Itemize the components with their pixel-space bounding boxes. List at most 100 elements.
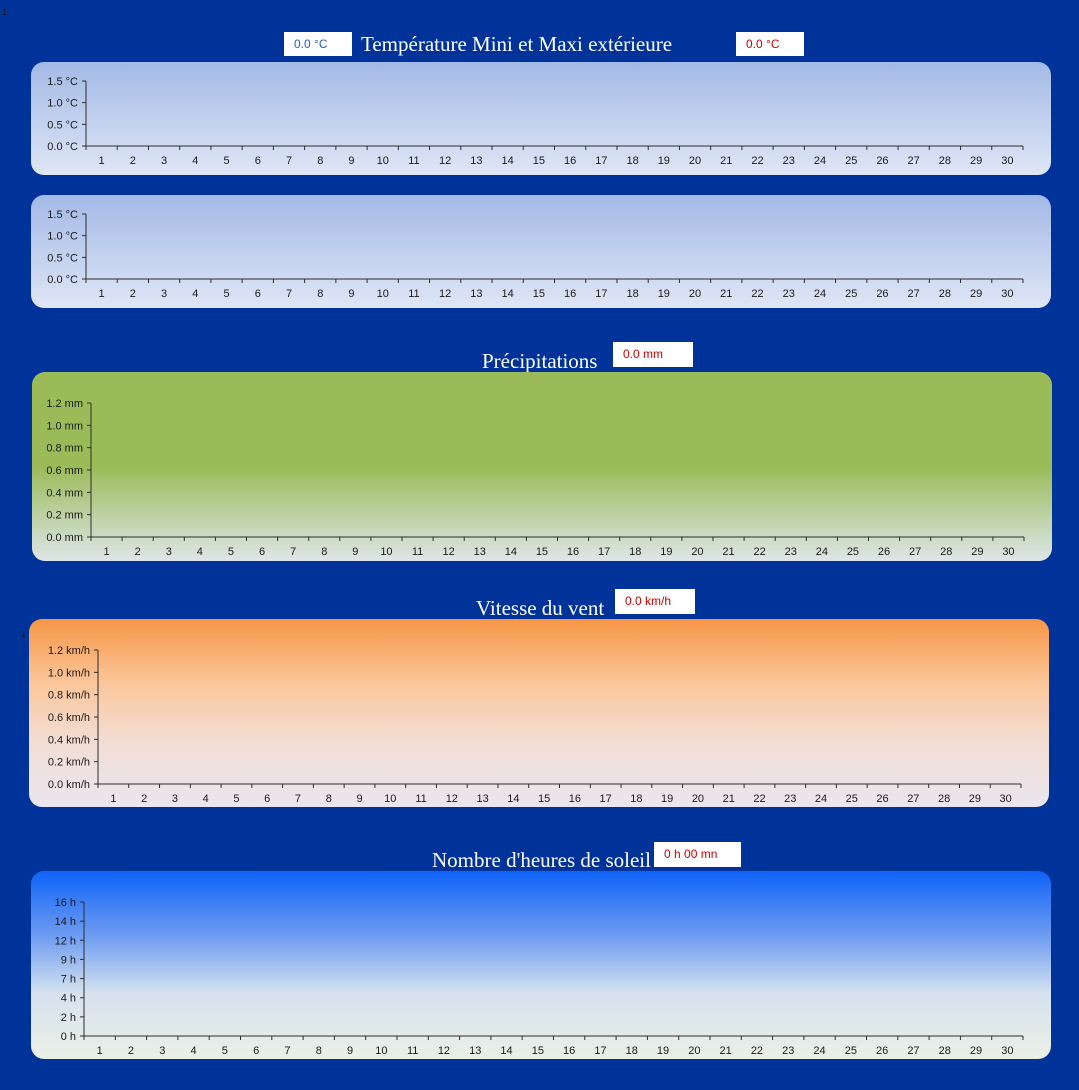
- y-tick-label: 2 h: [61, 1012, 76, 1024]
- x-tick-label: 8: [317, 288, 323, 300]
- y-tick-label: 1.0 °C: [47, 98, 78, 110]
- x-tick-label: 4: [192, 288, 198, 300]
- x-tick-label: 16: [563, 1045, 575, 1057]
- x-tick-label: 13: [476, 793, 488, 805]
- x-tick-label: 22: [751, 155, 763, 167]
- x-tick-label: 18: [626, 155, 638, 167]
- x-tick-label: 15: [536, 546, 548, 558]
- x-tick-label: 13: [470, 288, 482, 300]
- x-tick-label: 13: [474, 546, 486, 558]
- x-tick-label: 30: [999, 793, 1011, 805]
- y-tick-label: 16 h: [55, 897, 76, 909]
- x-tick-label: 19: [657, 1045, 669, 1057]
- x-tick-label: 25: [847, 546, 859, 558]
- y-tick-label: 12 h: [55, 935, 76, 947]
- x-tick-label: 22: [751, 1045, 763, 1057]
- y-tick-label: 0 h: [61, 1031, 76, 1043]
- x-tick-label: 1: [103, 546, 109, 558]
- x-tick-label: 4: [203, 793, 209, 805]
- wind-chart: 0.0 km/h 0.2 km/h 0.4 km/h 0.6 km/h 0.8 km/h…: [48, 645, 1022, 805]
- x-tick-label: 18: [630, 793, 642, 805]
- precipitation-value-box: 0.0 mm: [613, 342, 693, 367]
- y-tick-label: 4 h: [61, 993, 76, 1005]
- x-tick-label: 28: [938, 793, 950, 805]
- x-tick-label: 28: [940, 546, 952, 558]
- x-tick-label: 5: [223, 288, 229, 300]
- x-tick-label: 11: [408, 288, 419, 300]
- y-tick-label: 0.2 mm: [46, 510, 83, 522]
- x-tick-label: 10: [377, 155, 389, 167]
- x-tick-label: 16: [564, 155, 576, 167]
- corner-marker: 1: [2, 7, 8, 17]
- x-tick-label: 25: [845, 1045, 857, 1057]
- y-tick-label: 0.5 °C: [47, 252, 78, 264]
- x-tick-label: 27: [907, 1045, 919, 1057]
- y-tick-label: 7 h: [61, 974, 76, 986]
- x-tick-label: 15: [532, 1045, 544, 1057]
- x-tick-label: 25: [845, 288, 857, 300]
- y-tick-label: 1.5 °C: [47, 209, 78, 221]
- x-tick-label: 5: [222, 1045, 228, 1057]
- x-tick-label: 11: [415, 793, 426, 805]
- wind-corner-marker: 1: [21, 629, 27, 639]
- x-tick-label: 27: [907, 793, 919, 805]
- x-tick-label: 6: [255, 155, 261, 167]
- x-tick-label: 9: [348, 288, 354, 300]
- x-tick-label: 13: [470, 155, 482, 167]
- x-tick-label: 26: [876, 288, 888, 300]
- x-tick-label: 2: [135, 546, 141, 558]
- temperature-title: Température Mini et Maxi extérieure: [361, 32, 673, 56]
- x-tick-label: 27: [908, 155, 920, 167]
- x-tick-label: 16: [569, 793, 581, 805]
- x-tick-label: 29: [969, 793, 981, 805]
- x-tick-label: 7: [284, 1045, 290, 1057]
- x-tick-label: 17: [595, 155, 607, 167]
- x-tick-label: 24: [814, 288, 826, 300]
- x-tick-label: 2: [130, 288, 136, 300]
- x-tick-label: 10: [380, 546, 392, 558]
- x-tick-label: 18: [626, 1045, 638, 1057]
- x-tick-label: 26: [876, 1045, 888, 1057]
- x-tick-label: 10: [384, 793, 396, 805]
- x-tick-label: 29: [970, 288, 982, 300]
- x-tick-label: 17: [600, 793, 612, 805]
- precipitation-title: Précipitations: [482, 349, 598, 373]
- x-tick-label: 23: [783, 155, 795, 167]
- x-tick-label: 29: [970, 155, 982, 167]
- x-tick-label: 6: [259, 546, 265, 558]
- x-tick-label: 29: [971, 546, 983, 558]
- temperature-chart-panel-2: 0.0 °C 0.5 °C 1.0 °C 1.5 °C 1 2 3 4 5 6 7 8 9 10 11 12 1…: [31, 195, 1051, 308]
- y-tick-label: 0.0 mm: [46, 532, 83, 544]
- x-tick-label: 17: [594, 1045, 606, 1057]
- x-tick-label: 29: [970, 1045, 982, 1057]
- x-tick-label: 14: [502, 288, 514, 300]
- x-tick-label: 9: [347, 1045, 353, 1057]
- x-tick-label: 20: [692, 793, 704, 805]
- x-tick-label: 16: [564, 288, 576, 300]
- x-tick-label: 4: [197, 546, 203, 558]
- x-tick-label: 5: [223, 155, 229, 167]
- x-tick-label: 3: [161, 288, 167, 300]
- x-tick-label: 1: [99, 288, 105, 300]
- x-tick-label: 21: [722, 546, 734, 558]
- y-tick-label: 1.0 °C: [47, 231, 78, 243]
- temp-max-value-box: 0.0 °C: [736, 32, 804, 56]
- y-tick-label: 0.2 km/h: [48, 757, 90, 769]
- x-tick-label: 8: [317, 155, 323, 167]
- y-tick-label: 1.0 mm: [46, 420, 83, 432]
- wind-title: Vitesse du vent: [476, 596, 605, 620]
- x-tick-label: 3: [161, 155, 167, 167]
- y-tick-label: 0.0 km/h: [48, 779, 90, 791]
- x-tick-label: 28: [939, 155, 951, 167]
- x-tick-label: 21: [720, 155, 732, 167]
- x-tick-label: 11: [408, 155, 419, 167]
- y-tick-label: 1.5 °C: [47, 76, 78, 88]
- x-tick-label: 7: [286, 155, 292, 167]
- x-tick-label: 5: [233, 793, 239, 805]
- y-tick-label: 0.0 °C: [47, 141, 78, 153]
- x-tick-label: 2: [128, 1045, 134, 1057]
- y-tick-label: 1.2 km/h: [48, 645, 90, 657]
- x-tick-label: 28: [939, 1045, 951, 1057]
- x-tick-label: 1: [99, 155, 105, 167]
